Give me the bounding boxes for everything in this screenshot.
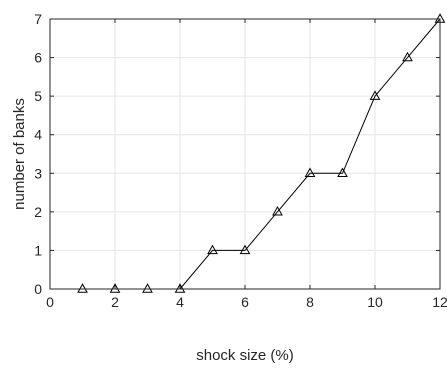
data-point-marker (174, 283, 186, 293)
y-tick-label: 1 (34, 242, 42, 258)
y-tick-label: 7 (34, 11, 42, 27)
y-tick-label: 0 (34, 281, 42, 297)
x-tick-label: 10 (367, 294, 383, 310)
data-point-marker (402, 51, 413, 62)
data-point-marker (207, 244, 218, 255)
data-point-marker (77, 283, 88, 293)
x-tick-label: 2 (111, 294, 119, 310)
data-point-marker (272, 206, 283, 216)
data-point-marker (369, 90, 381, 100)
data-point-marker (304, 167, 316, 177)
plot-frame (49, 18, 441, 290)
series-line (82, 18, 441, 290)
y-tick-label: 6 (34, 50, 42, 66)
grid-lines (49, 18, 441, 290)
x-tick-label: 6 (241, 294, 249, 310)
x-tick-label: 8 (306, 294, 314, 310)
y-tick-label: 3 (34, 165, 42, 181)
data-point-marker (109, 283, 121, 293)
x-tick-label: 12 (432, 294, 447, 310)
y-tick-label: 5 (34, 88, 42, 104)
y-axis-label: number of banks (11, 98, 28, 210)
y-tick-label: 4 (34, 127, 42, 143)
data-point-marker (239, 244, 251, 255)
y-tick-labels: 0 1 2 3 4 5 6 7 (34, 11, 42, 297)
x-tick-label: 4 (176, 294, 184, 310)
data-point-marker (142, 283, 153, 293)
data-point-marker (337, 167, 348, 177)
x-axis-label: shock size (%) (196, 347, 294, 364)
y-tick-label: 2 (34, 204, 42, 220)
x-tick-label: 0 (46, 294, 54, 310)
x-tick-labels: 0 2 4 6 8 10 12 (46, 294, 447, 310)
